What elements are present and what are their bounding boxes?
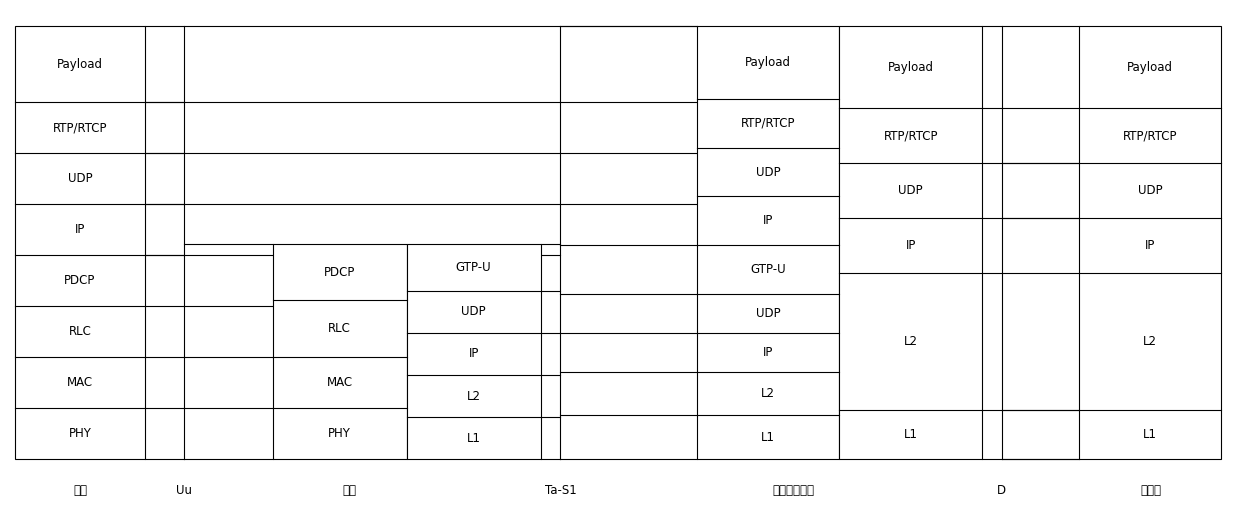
Text: L1: L1 bbox=[904, 428, 918, 441]
Text: Payload: Payload bbox=[57, 58, 103, 71]
Bar bbox=[839, 26, 982, 459]
Bar bbox=[697, 26, 839, 459]
Text: 终端: 终端 bbox=[73, 484, 88, 497]
Text: PHY: PHY bbox=[329, 427, 351, 440]
Text: Payload: Payload bbox=[888, 61, 934, 74]
Text: RTP/RTCP: RTP/RTCP bbox=[53, 121, 107, 134]
Text: MAC: MAC bbox=[67, 376, 93, 389]
Text: IP: IP bbox=[905, 239, 916, 252]
Text: L1: L1 bbox=[466, 432, 481, 445]
Text: UDP: UDP bbox=[756, 166, 780, 179]
Text: RTP/RTCP: RTP/RTCP bbox=[884, 129, 937, 142]
Text: RLC: RLC bbox=[329, 322, 351, 335]
Text: UDP: UDP bbox=[461, 305, 486, 318]
Text: GTP-U: GTP-U bbox=[456, 261, 491, 274]
Bar bbox=[273, 244, 407, 459]
Text: RTP/RTCP: RTP/RTCP bbox=[1123, 129, 1177, 142]
Text: PDCP: PDCP bbox=[64, 275, 95, 288]
Bar bbox=[1079, 26, 1221, 459]
Text: L1: L1 bbox=[1143, 428, 1157, 441]
Text: PDCP: PDCP bbox=[324, 266, 356, 279]
Text: IP: IP bbox=[1145, 239, 1156, 252]
Text: GTP-U: GTP-U bbox=[750, 263, 786, 276]
Text: L1: L1 bbox=[761, 431, 775, 444]
Text: L2: L2 bbox=[466, 390, 481, 403]
Text: MAC: MAC bbox=[326, 376, 353, 389]
Text: L2: L2 bbox=[761, 387, 775, 400]
Text: 基站: 基站 bbox=[342, 484, 357, 497]
Text: Payload: Payload bbox=[745, 56, 791, 69]
Text: D: D bbox=[997, 484, 1007, 497]
Text: L2: L2 bbox=[1143, 335, 1157, 348]
Text: IP: IP bbox=[763, 346, 774, 359]
Text: UDP: UDP bbox=[1138, 184, 1162, 197]
Text: UDP: UDP bbox=[68, 172, 92, 185]
Text: Uu: Uu bbox=[176, 484, 191, 497]
Bar bbox=[15, 26, 145, 459]
Text: IP: IP bbox=[74, 223, 86, 236]
Text: IP: IP bbox=[469, 347, 479, 361]
Text: IP: IP bbox=[763, 214, 774, 227]
Text: Ta-S1: Ta-S1 bbox=[544, 484, 577, 497]
Text: 融合交换中心: 融合交换中心 bbox=[773, 484, 815, 497]
Text: L2: L2 bbox=[904, 335, 918, 348]
Text: PHY: PHY bbox=[68, 427, 92, 440]
Text: UDP: UDP bbox=[756, 307, 780, 320]
Text: RLC: RLC bbox=[68, 325, 92, 338]
Bar bbox=[407, 244, 541, 459]
Text: 调度台: 调度台 bbox=[1141, 484, 1161, 497]
Text: UDP: UDP bbox=[899, 184, 923, 197]
Text: Payload: Payload bbox=[1127, 61, 1173, 74]
Text: RTP/RTCP: RTP/RTCP bbox=[742, 117, 795, 130]
